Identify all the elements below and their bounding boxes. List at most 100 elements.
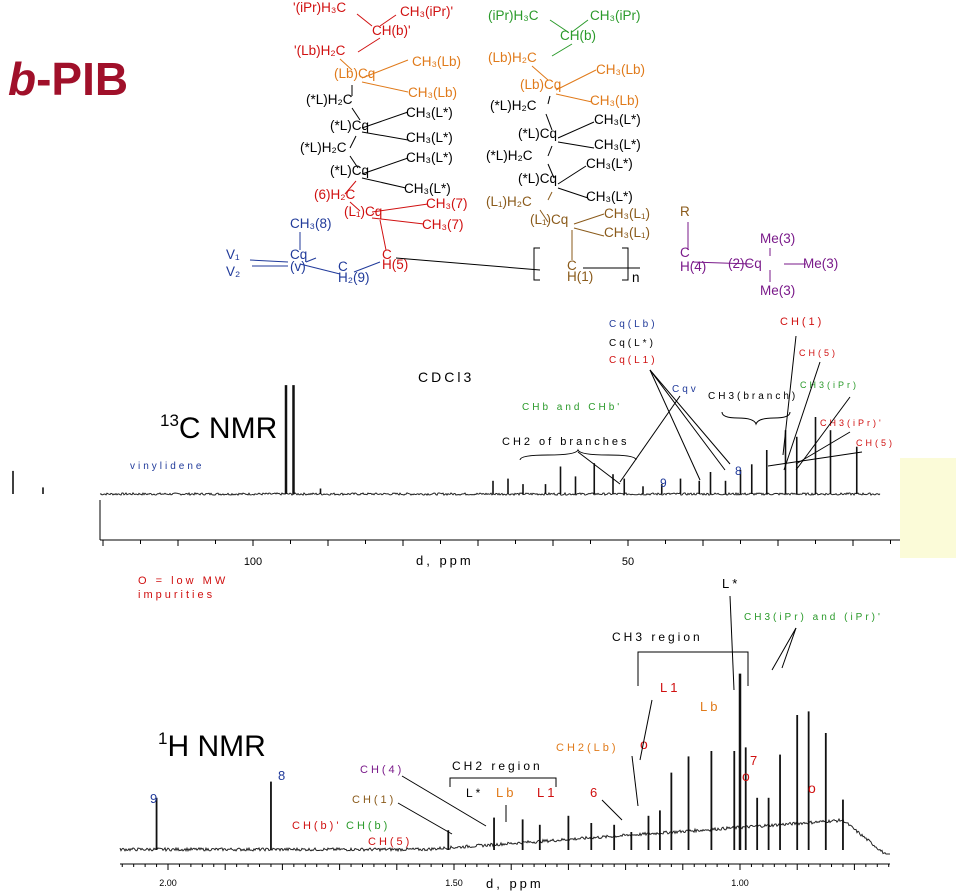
h1-ch2-bracket: [449, 777, 557, 787]
structure-atom: Cq: [290, 247, 307, 262]
h1-annotation-line: [397, 802, 453, 835]
structure-atom: (v): [290, 259, 306, 274]
h1-annotation: CH(5): [368, 836, 412, 848]
structure-atom: (Lb)Cq: [334, 66, 375, 81]
structure-atom: CH₃(L*): [404, 181, 451, 196]
structure-atom: CH₃(L*): [406, 130, 453, 145]
structure-bond: [549, 19, 569, 33]
structure-atom: '(iPr)H₃C: [293, 0, 346, 15]
structure-atom: (Lb)Cq: [520, 77, 561, 92]
h1-annotation: L1: [537, 785, 557, 800]
structure-atom: C: [680, 245, 690, 260]
structure-bond: [361, 131, 409, 141]
h1-x-tick-label: 1.50: [445, 878, 463, 888]
c13-annotation: Cq(L*): [609, 338, 656, 349]
structure-atom: (*L)Cq: [518, 126, 557, 141]
h1-annotation-line: [781, 627, 797, 669]
h1-title: 1H NMR: [158, 729, 266, 763]
h1-annotation: Lb: [496, 785, 516, 800]
h1-annotation: L1: [660, 680, 680, 695]
c13-x-axis-label: d, ppm: [416, 553, 474, 568]
structure-atom: CH₃(L*): [594, 112, 641, 127]
structure-atom: Me(3): [803, 256, 838, 271]
structure-bond: [339, 58, 353, 71]
structure-atom: (L₁)H₂C: [486, 194, 532, 209]
structure-bond: [555, 69, 597, 91]
structure-bond: [353, 261, 381, 273]
h1-annotation: CH(4): [360, 764, 404, 776]
structure-atom: H(4): [680, 259, 706, 274]
c13-annotation: CH3(iPr): [800, 380, 859, 390]
structure-atom: CH₃(L*): [586, 189, 633, 204]
structure-bond: [305, 257, 317, 263]
h1-baseline: [119, 817, 890, 855]
structure-atom: (6)H₂C: [314, 187, 355, 202]
h1-annotation: 7: [750, 753, 760, 768]
structure-atom: V₁: [226, 247, 240, 262]
structure-bond: [691, 261, 753, 265]
structure-bond: [361, 111, 409, 129]
structure-atom: CH₃(L₁): [604, 225, 650, 240]
h1-annotation: Lb: [700, 699, 720, 714]
structure-bond: [361, 177, 407, 189]
structure-bond: [571, 19, 589, 33]
structure-atom: n: [632, 270, 640, 285]
structure-atom: H(5): [382, 257, 408, 272]
h1-annotation-line: [631, 755, 639, 807]
structure-atom: CH₃(L₁): [604, 206, 650, 221]
structure-atom: CH₃(7): [426, 196, 468, 211]
structure-atom: C: [382, 247, 392, 262]
h1-annotation: o: [742, 768, 753, 784]
title-prefix: b: [8, 53, 37, 105]
c13-annotation-line: [795, 396, 851, 471]
structure-atom: CH₃(L*): [406, 105, 453, 120]
structure-bond: [356, 13, 373, 27]
c13-annotation-line: [649, 369, 726, 471]
structure-bond: [361, 157, 409, 175]
h1-annotation: L*: [722, 576, 740, 591]
h1-annotation: CH(1): [352, 794, 396, 806]
structure-atom: (*L)Cq: [330, 163, 369, 178]
structure-bond: [349, 155, 359, 169]
structure-bond: [531, 65, 549, 81]
structure-bond: [351, 107, 361, 121]
structure-atom: '(Lb)H₂C: [294, 43, 346, 58]
title-rest: -PIB: [36, 53, 129, 105]
c13-annotation-line: [795, 431, 851, 465]
c13-annotation: Cq(Lb): [609, 319, 658, 330]
title: b-PIB: [8, 52, 128, 106]
structure-bond: [361, 59, 409, 79]
c13-annotation: CH3(iPr)': [820, 418, 884, 428]
h1-annotation: 9: [150, 791, 160, 806]
structure-bond: [573, 227, 605, 237]
structure-bond: [573, 213, 605, 225]
structure-bond: [547, 95, 551, 105]
structure-bond: [557, 165, 587, 185]
structure-bond: [545, 113, 553, 131]
structure-atom: Me(3): [760, 231, 795, 246]
h1-annotation: CH2(Lb): [556, 742, 619, 754]
structure-atom: CH₃(7): [422, 217, 464, 232]
c13-annotation-line: [649, 369, 731, 465]
structure-bond: [395, 257, 541, 271]
h1-annotation: CH(b): [346, 820, 390, 832]
c13-annotation: CH(5): [856, 438, 895, 448]
structure-bond: [547, 163, 555, 179]
c13-annotation-line: [782, 335, 797, 456]
structure-atom: (*L)Cq: [518, 171, 557, 186]
c13-annotation: Cq(L1): [609, 355, 658, 366]
h1-x-tick-label: 1.00: [731, 878, 749, 888]
structure-atom: (Lb)H₂C: [488, 50, 537, 65]
c13-annotation: CHb and CHb': [522, 402, 622, 413]
c13-x-tick-label: 100: [244, 556, 262, 568]
h1-annotation: o: [640, 736, 651, 752]
structure-atom: R: [680, 204, 690, 219]
structure-bond: [344, 180, 357, 195]
structure-atom: CH₃(iPr)': [400, 4, 453, 19]
structure-bond: [371, 217, 425, 225]
structure-atom: (iPr)H₃C: [488, 8, 539, 23]
structure-atom: H₂(9): [338, 270, 370, 285]
h1-spectrum: [119, 673, 890, 870]
c13-annotation-line: [577, 451, 621, 485]
